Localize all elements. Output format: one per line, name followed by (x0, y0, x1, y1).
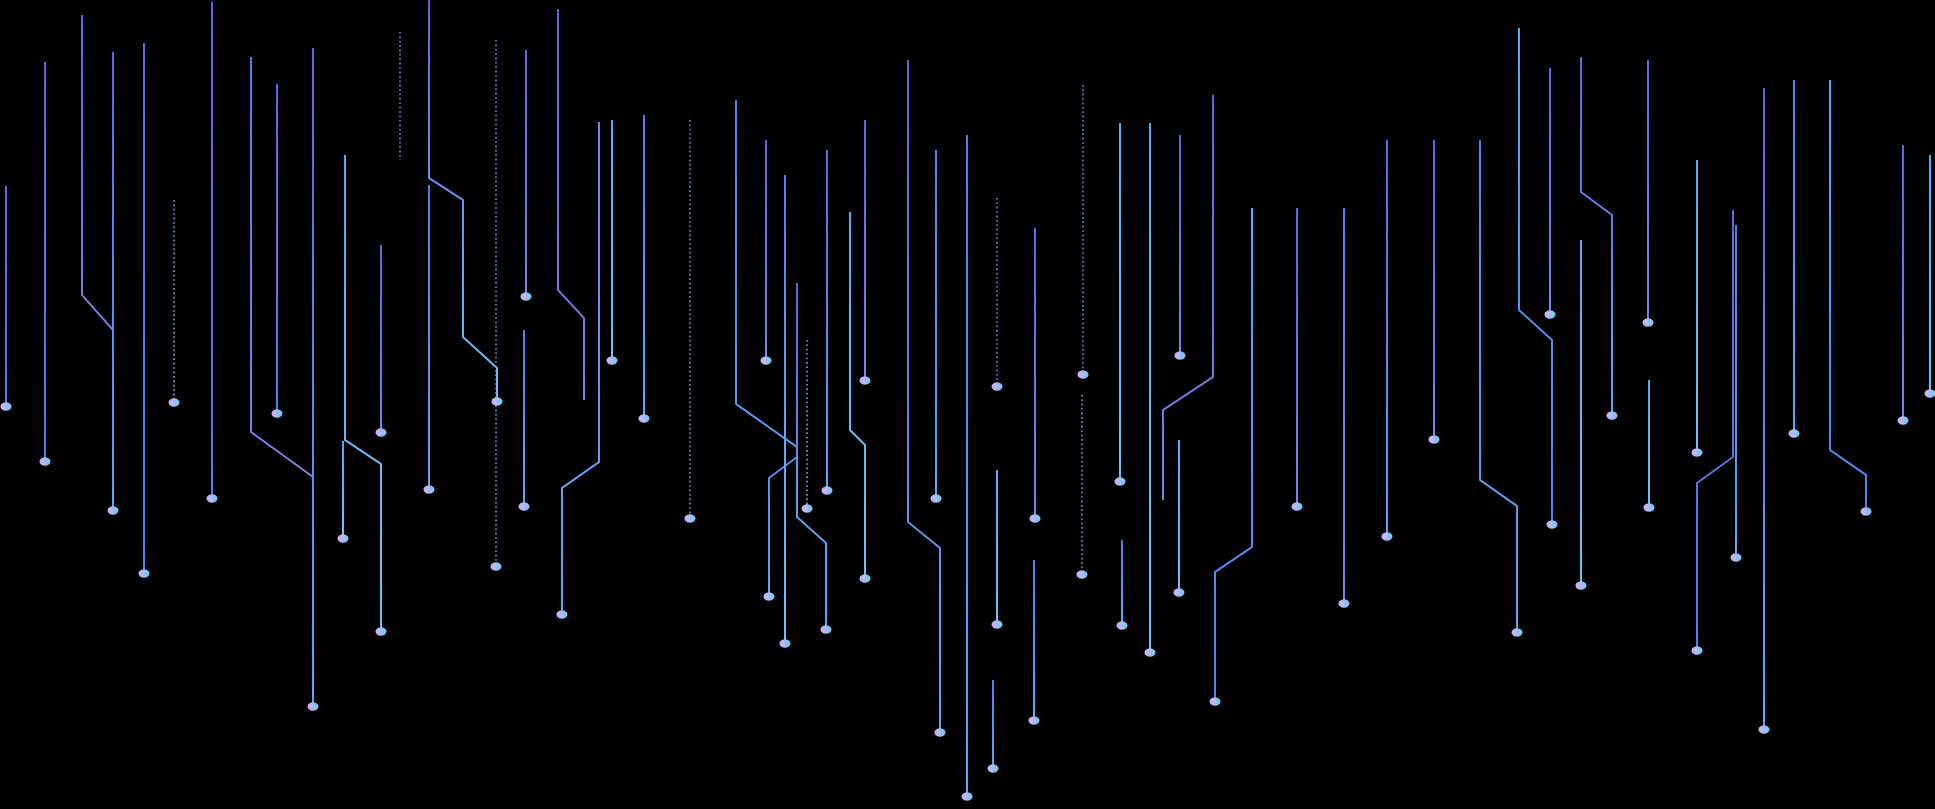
trace-endpoint-dot (606, 356, 618, 365)
trace-endpoint-dot (1924, 389, 1935, 398)
trace-endpoint-dot (1114, 477, 1126, 486)
trace-endpoint-dot (518, 502, 530, 511)
trace-endpoint-dot (1544, 310, 1556, 319)
trace-endpoint-dot (1758, 725, 1770, 734)
trace-endpoint-dot (1076, 570, 1088, 579)
trace-endpoint-dot (1691, 448, 1703, 457)
trace-endpoint-dot (1642, 318, 1654, 327)
trace-endpoint-dot (638, 414, 650, 423)
trace-endpoint-dot (520, 292, 532, 301)
trace-endpoint-dot (491, 397, 503, 406)
trace-endpoint-dot (859, 574, 871, 583)
trace-endpoint-dot (1575, 581, 1587, 590)
trace-endpoint-dot (375, 627, 387, 636)
trace-endpoint-dot (991, 620, 1003, 629)
circuit-trace (1696, 210, 1734, 647)
circuit-trace (735, 100, 827, 626)
trace-endpoint-dot (1144, 648, 1156, 657)
trace-dots-layer (0, 292, 1935, 801)
trace-endpoint-dot (930, 494, 942, 503)
circuit-trace (907, 60, 941, 729)
trace-endpoint-dot (1291, 502, 1303, 511)
trace-endpoint-dot (859, 376, 871, 385)
trace-endpoint-dot (1029, 514, 1041, 523)
trace-endpoint-dot (961, 792, 973, 801)
trace-endpoint-dot (763, 592, 775, 601)
circuit-trace (557, 9, 585, 400)
trace-endpoint-dot (1338, 599, 1350, 608)
trace-endpoint-dot (1209, 697, 1221, 706)
circuit-trace (81, 15, 114, 331)
circuit-trace (1580, 57, 1613, 412)
trace-endpoint-dot (1174, 351, 1186, 360)
trace-endpoint-dot (779, 639, 791, 648)
trace-endpoint-dot (760, 356, 772, 365)
trace-endpoint-dot (0, 402, 12, 411)
trace-endpoint-dot (1643, 503, 1655, 512)
trace-endpoint-dot (337, 534, 349, 543)
trace-endpoint-dot (1788, 429, 1800, 438)
trace-endpoint-dot (820, 625, 832, 634)
circuit-trace (1479, 140, 1518, 629)
trace-endpoint-dot (1546, 520, 1558, 529)
circuit-trace (768, 283, 798, 593)
trace-endpoint-dot (1511, 628, 1523, 637)
trace-endpoint-dot (375, 428, 387, 437)
circuit-trace (1518, 28, 1553, 521)
trace-endpoint-dot (107, 506, 119, 515)
trace-endpoint-dot (987, 764, 999, 773)
trace-endpoint-dot (423, 485, 435, 494)
trace-endpoint-dot (206, 494, 218, 503)
trace-endpoint-dot (934, 728, 946, 737)
trace-endpoint-dot (307, 702, 319, 711)
circuit-trace (428, 0, 498, 398)
trace-endpoint-dot (1730, 553, 1742, 562)
trace-endpoint-dot (821, 486, 833, 495)
trace-endpoint-dot (801, 504, 813, 513)
trace-endpoint-dot (1077, 370, 1089, 379)
trace-endpoint-dot (1691, 646, 1703, 655)
trace-endpoint-dot (991, 382, 1003, 391)
circuit-trace (561, 122, 600, 611)
trace-endpoint-dot (271, 409, 283, 418)
trace-endpoint-dot (490, 562, 502, 571)
trace-endpoint-dot (684, 514, 696, 523)
trace-endpoint-dot (1428, 435, 1440, 444)
circuit-trace (344, 155, 382, 628)
trace-endpoint-dot (1381, 532, 1393, 541)
trace-endpoint-dot (556, 610, 568, 619)
trace-endpoint-dot (168, 398, 180, 407)
circuit-trace (1214, 208, 1253, 698)
trace-lines-layer (5, 0, 1931, 793)
trace-endpoint-dot (1116, 621, 1128, 630)
trace-endpoint-dot (1606, 411, 1618, 420)
trace-endpoint-dot (1897, 416, 1909, 425)
trace-endpoint-dot (39, 457, 51, 466)
trace-endpoint-dot (138, 569, 150, 578)
trace-endpoint-dot (1860, 507, 1872, 516)
circuit-trace (1162, 95, 1214, 500)
circuit-trace (250, 57, 314, 478)
circuit-trace (1829, 80, 1867, 508)
trace-endpoint-dot (1028, 716, 1040, 725)
trace-endpoint-dot (1173, 588, 1185, 597)
circuit-trace (849, 212, 866, 575)
